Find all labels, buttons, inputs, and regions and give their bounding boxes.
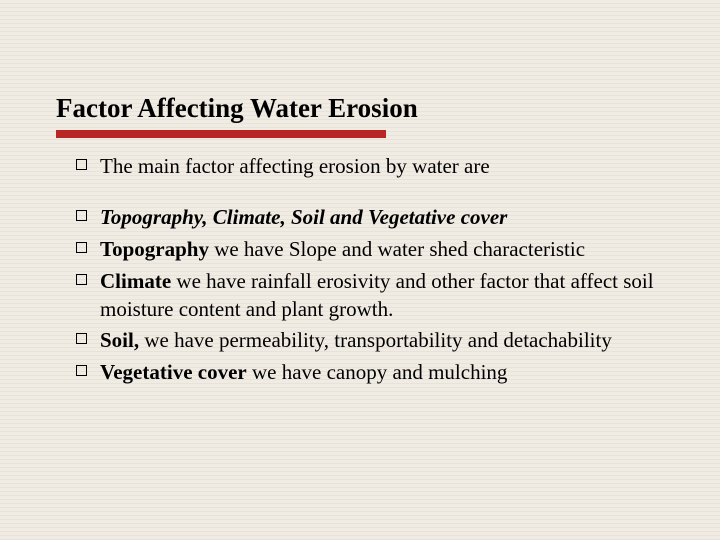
lead-text: Topography, Climate, Soil and Vegetative… [100, 205, 507, 229]
slide-title: Factor Affecting Water Erosion [56, 94, 666, 124]
lead-text: Soil, [100, 328, 139, 352]
accent-bar [56, 130, 386, 138]
lead-text: Climate [100, 269, 171, 293]
list-item: Topography we have Slope and water shed … [76, 236, 666, 264]
rest-text: we have canopy and mulching [247, 360, 508, 384]
list-item: Soil, we have permeability, transportabi… [76, 327, 666, 355]
factors-list: Topography, Climate, Soil and Vegetative… [54, 204, 666, 386]
intro-text: The main factor affecting erosion by wat… [100, 154, 490, 178]
list-item: Climate we have rainfall erosivity and o… [76, 268, 666, 323]
spacer [54, 184, 666, 204]
intro-bullet: The main factor affecting erosion by wat… [76, 153, 666, 181]
list-item: Topography, Climate, Soil and Vegetative… [76, 204, 666, 232]
rest-text: we have Slope and water shed characteris… [209, 237, 585, 261]
rest-text: we have permeability, transportability a… [139, 328, 612, 352]
body-list: The main factor affecting erosion by wat… [54, 153, 666, 181]
lead-text: Vegetative cover [100, 360, 247, 384]
rest-text: we have rainfall erosivity and other fac… [100, 269, 654, 321]
lead-text: Topography [100, 237, 209, 261]
list-item: Vegetative cover we have canopy and mulc… [76, 359, 666, 387]
slide: Factor Affecting Water Erosion The main … [0, 0, 720, 387]
